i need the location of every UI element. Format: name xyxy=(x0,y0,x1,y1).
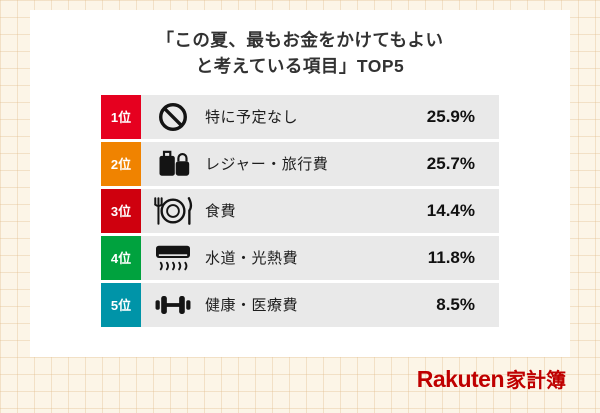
rakuten-kakeibo-logo: Rakuten 家計簿 xyxy=(417,364,566,393)
row-label: 食費 xyxy=(205,203,237,220)
dumbbell-icon xyxy=(141,283,205,327)
rank-badge: 4位 xyxy=(101,235,141,280)
row-value: 8.5% xyxy=(436,294,475,314)
table-row: 2位 レジャー・旅行費 25.7% xyxy=(101,141,499,186)
air-conditioner-icon xyxy=(141,236,205,280)
table-row: 1位 特に予定なし 25.9% xyxy=(101,94,499,139)
dining-plate-icon xyxy=(141,189,205,233)
no-plans-prohibition-icon xyxy=(141,95,205,139)
chart-panel: 「この夏、最もお金をかけてもよい と考えている項目」TOP5 1位 特に予定なし… xyxy=(30,10,570,357)
row-value: 25.7% xyxy=(426,153,475,173)
chart-title-line1: 「この夏、最もお金をかけてもよい xyxy=(156,30,444,50)
table-row: 5位 健康・医療費 8.5% xyxy=(101,282,499,327)
row-label: レジャー・旅行費 xyxy=(205,156,329,173)
row-value: 25.9% xyxy=(426,106,475,126)
rank-badge: 3位 xyxy=(101,188,141,233)
row-value: 14.4% xyxy=(426,200,475,220)
rank-badge: 1位 xyxy=(101,94,141,139)
rank-badge: 5位 xyxy=(101,282,141,327)
row-value: 11.8% xyxy=(427,247,475,267)
luggage-travel-icon xyxy=(141,142,205,186)
chart-title-line2: と考えている項目」TOP5 xyxy=(195,56,405,77)
chart-title: 「この夏、最もお金をかけてもよい と考えている項目」TOP5 xyxy=(30,27,570,80)
rakuten-wordmark: Rakuten xyxy=(416,366,505,392)
ranking-list: 1位 特に予定なし 25.9% 2位 レジャー・旅行費 2 xyxy=(101,94,499,327)
kakeibo-product-name: 家計簿 xyxy=(506,370,566,392)
rank-badge: 2位 xyxy=(101,141,141,186)
row-label: 特に予定なし xyxy=(205,109,299,126)
row-label: 水道・光熱費 xyxy=(205,250,299,267)
table-row: 3位 食費 14.4% xyxy=(101,188,499,233)
table-row: 4位 水道・光熱費 11.8% xyxy=(101,235,499,280)
row-label: 健康・医療費 xyxy=(205,297,299,314)
